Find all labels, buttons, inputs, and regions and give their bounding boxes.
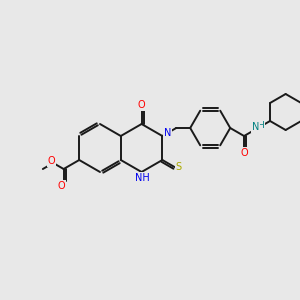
Text: S: S	[176, 162, 182, 172]
Text: N: N	[252, 122, 260, 132]
Text: N: N	[164, 128, 171, 138]
Text: O: O	[47, 156, 55, 166]
Text: H: H	[257, 121, 264, 130]
Text: O: O	[58, 181, 65, 191]
Text: NH: NH	[135, 173, 150, 183]
Text: O: O	[138, 100, 146, 110]
Text: O: O	[240, 148, 248, 158]
